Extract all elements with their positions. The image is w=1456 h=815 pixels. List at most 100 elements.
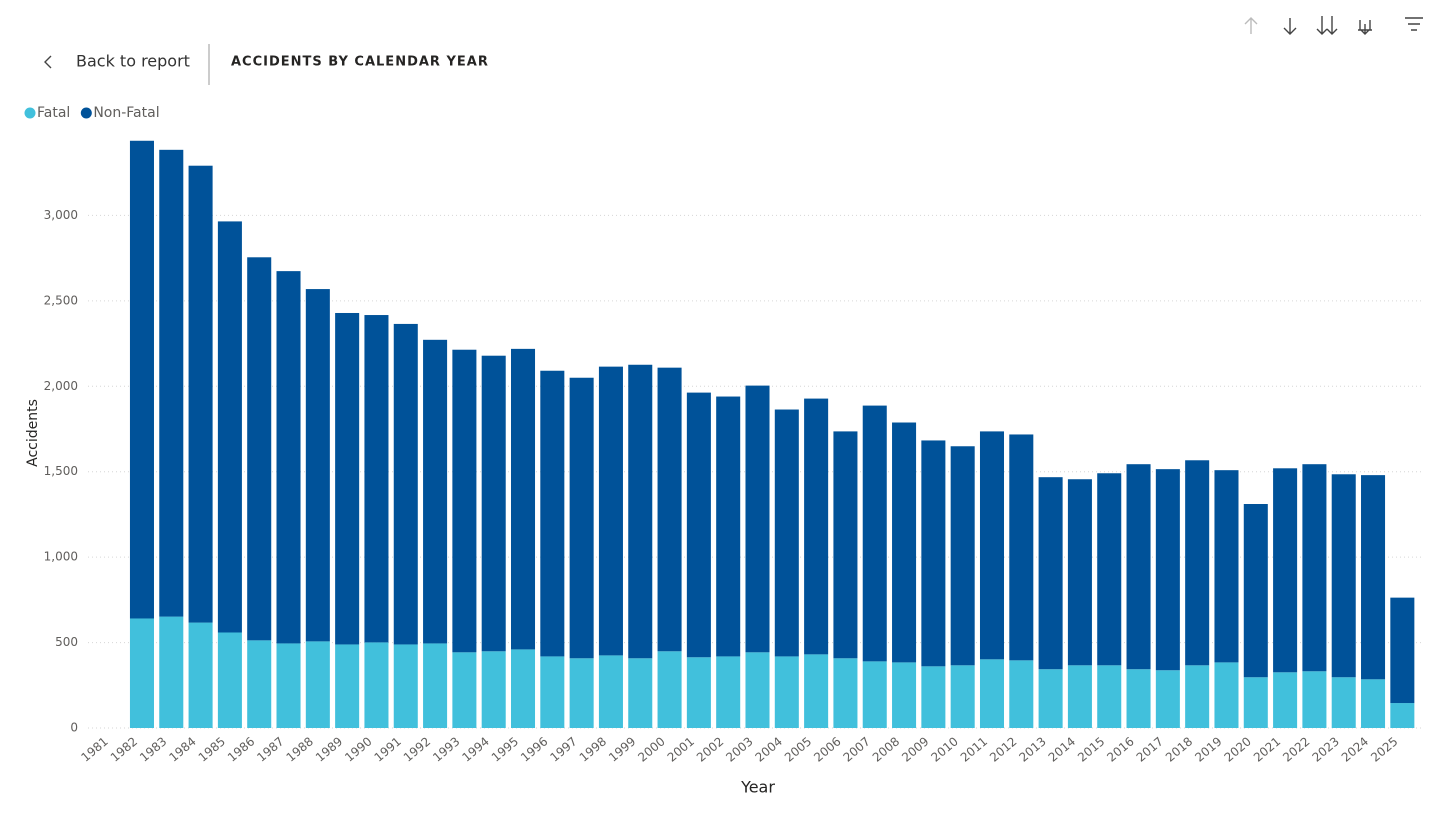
x-tick-label: 1986: [225, 734, 257, 764]
x-tick-label: 2017: [1134, 734, 1166, 764]
x-tick-label: 2020: [1222, 734, 1254, 764]
expand[interactable]: [1358, 20, 1372, 35]
bar-segment: [833, 431, 858, 659]
x-axis-title: Year: [740, 778, 775, 797]
bar-segment: [1185, 665, 1210, 728]
x-tick-label: 2021: [1251, 734, 1283, 764]
bar-segment: [1243, 504, 1268, 678]
bar-segment: [540, 370, 565, 657]
bar-segment: [716, 656, 741, 728]
bar-segment: [892, 662, 917, 728]
bar-segment: [247, 257, 272, 641]
bar-segment: [1009, 434, 1034, 661]
bar-segment: [393, 323, 418, 645]
bar-segment: [745, 652, 770, 728]
y-axis-title: Accidents: [25, 399, 41, 467]
bar-segment: [1155, 670, 1180, 728]
x-tick-label: 1996: [518, 734, 550, 764]
y-tick-label: 3,000: [44, 208, 78, 222]
bar-segment: [1361, 475, 1386, 680]
x-tick-label: 2015: [1075, 734, 1107, 764]
x-tick-label: 1997: [547, 734, 579, 764]
x-tick-label: 1998: [577, 734, 609, 764]
x-tick-label: 1990: [342, 734, 374, 764]
x-tick-label: 2004: [753, 734, 785, 764]
x-tick-label: 2005: [782, 734, 814, 764]
x-tick-label: 1991: [372, 734, 404, 764]
x-tick-label: 2009: [899, 734, 931, 764]
x-tick-label: 1995: [489, 734, 521, 764]
x-tick-label: 1985: [196, 734, 228, 764]
back-arrow[interactable]: [44, 55, 52, 69]
bar-segment: [628, 658, 653, 728]
bar-segment: [921, 440, 946, 667]
bar-segment: [657, 651, 682, 728]
bar-segment: [1361, 679, 1386, 728]
bar-segment: [159, 149, 184, 617]
bar-segment: [217, 221, 242, 633]
bar-segment: [804, 398, 829, 655]
x-tick-label: 2016: [1104, 734, 1136, 764]
x-tick-label: 2022: [1280, 734, 1312, 764]
legend-marker: [80, 107, 92, 119]
bar-segment: [1390, 703, 1415, 728]
bar-segment: [921, 666, 946, 728]
x-tick-label: 2024: [1339, 734, 1371, 764]
legend-marker: [24, 107, 36, 119]
drill-down[interactable]: [1283, 18, 1297, 35]
bar-segment: [481, 355, 506, 652]
bar-segment: [1390, 597, 1415, 704]
bar-segment: [657, 367, 682, 652]
x-tick-label: 2014: [1046, 734, 1078, 764]
legend-label: Fatal: [37, 105, 70, 121]
bar-segment: [1126, 669, 1151, 728]
bar-segment: [598, 655, 623, 728]
bar-segment: [129, 140, 154, 619]
bar-segment: [364, 315, 389, 643]
bar-segment: [1273, 672, 1298, 728]
x-tick-label: 1999: [606, 734, 638, 764]
bar-segment: [774, 409, 799, 657]
x-tick-label: 1993: [430, 734, 462, 764]
bar-segment: [569, 658, 594, 728]
bar-segment: [1273, 468, 1298, 673]
x-tick-label: 2007: [841, 734, 873, 764]
bar-segment: [862, 661, 887, 728]
bar-segment: [628, 364, 653, 659]
bar-segment: [276, 271, 301, 644]
y-tick-label: 2,000: [44, 379, 78, 393]
x-tick-label: 2000: [635, 734, 667, 764]
back-link[interactable]: Back to report: [76, 52, 190, 71]
x-tick-label: 1988: [284, 734, 316, 764]
bar-segment: [393, 644, 418, 728]
bar-segment: [481, 651, 506, 728]
bar-segment: [1214, 662, 1239, 728]
x-tick-label: 1989: [313, 734, 345, 764]
y-tick-label: 500: [55, 635, 78, 649]
bar-segment: [862, 405, 887, 662]
drill-up[interactable]: [1244, 17, 1258, 34]
bar-segment: [335, 644, 360, 728]
x-tick-label: 2018: [1163, 734, 1195, 764]
next-level[interactable]: [1316, 16, 1338, 35]
filter[interactable]: [1405, 17, 1423, 31]
bar-segment: [1302, 671, 1327, 728]
bar-segment: [1302, 464, 1327, 672]
bar-segment: [1038, 669, 1063, 728]
bar-segment: [510, 348, 536, 650]
x-tick-label: 2025: [1368, 734, 1400, 764]
bar-segment: [1067, 665, 1092, 728]
legend-label: Non-Fatal: [93, 105, 159, 121]
bar-segment: [305, 289, 330, 642]
x-tick-label: 1994: [459, 734, 491, 764]
x-tick-label: 1987: [254, 734, 286, 764]
bar-segment: [247, 640, 272, 728]
bar-segment: [276, 643, 301, 728]
chart-title: ACCIDENTS BY CALENDAR YEAR: [231, 55, 489, 70]
bar-segment: [1243, 677, 1268, 728]
y-tick-label: 0: [70, 721, 78, 735]
bar-segment: [188, 622, 213, 728]
x-tick-label: 1982: [108, 734, 140, 764]
bar-segment: [569, 377, 594, 659]
